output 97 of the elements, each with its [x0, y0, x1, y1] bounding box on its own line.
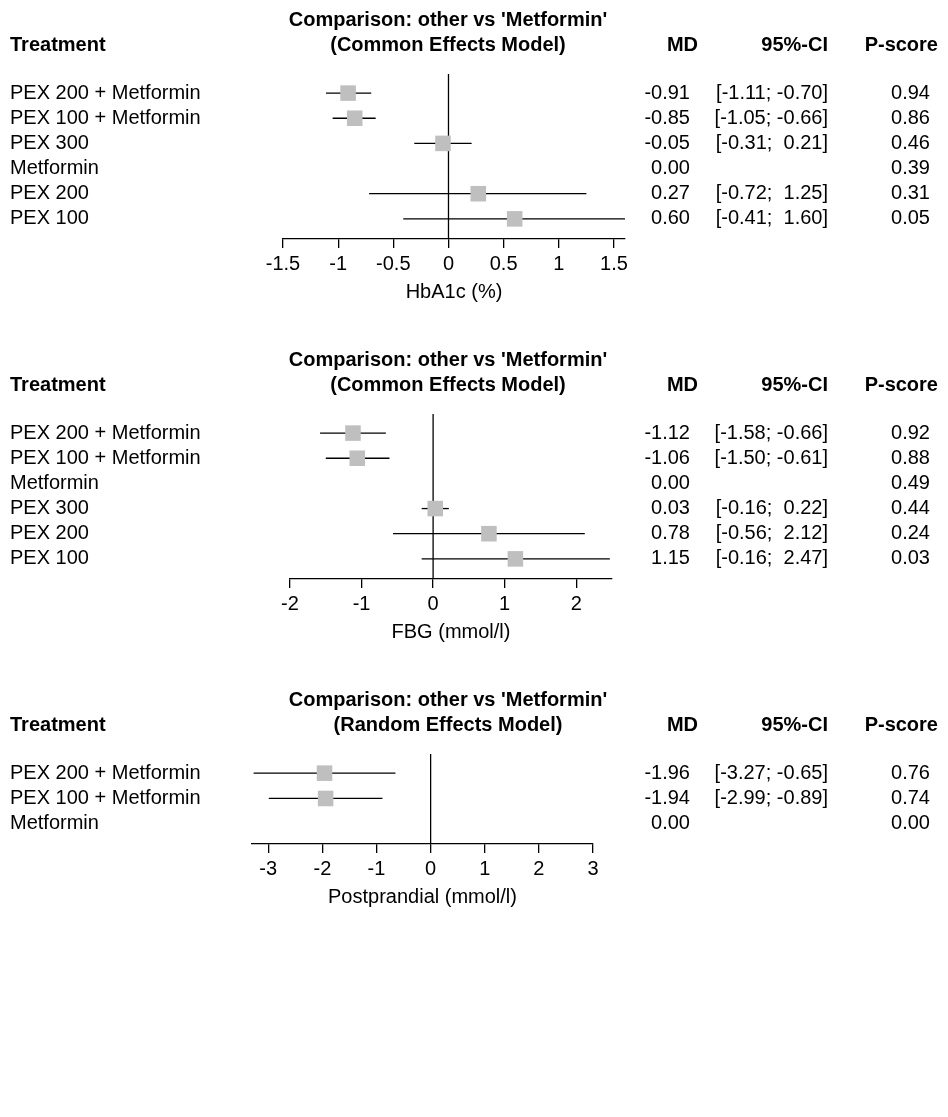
text: 0.00	[891, 811, 930, 834]
data-label: 0.03	[651, 496, 690, 519]
x-axis-title: Postprandial (mmol/l)	[328, 884, 517, 907]
y-tick-label: PEX 200 + Metformin	[10, 420, 201, 443]
data-label: 1.15	[651, 546, 690, 569]
text: 0.74	[891, 785, 930, 808]
x-tick-label: 0	[442, 251, 455, 274]
x-tick-label: 2	[533, 856, 545, 879]
text: 0.88	[891, 445, 930, 468]
y-tick-label: PEX 100	[10, 206, 89, 229]
y-tick-label: PEX 200	[10, 181, 89, 204]
text: [-0.16; 2.47]	[715, 546, 828, 569]
text: [-1.11; -0.70]	[716, 80, 828, 103]
x-tick-label: -1	[352, 591, 371, 614]
text: [-0.16; 0.22]	[715, 496, 828, 519]
text: MD	[666, 32, 698, 55]
data-label: -1.94	[644, 785, 690, 808]
y-tick-label: PEX 200 + Metformin	[10, 80, 201, 103]
text: 0.46	[891, 130, 930, 153]
text: 95%-CI	[761, 32, 828, 55]
text: 0.00	[651, 811, 690, 834]
text: [-0.41; 1.60]	[715, 206, 828, 229]
chart-title: Comparison: other vs 'Metformin'	[288, 7, 608, 30]
text: [-0.72; 1.25]	[715, 181, 828, 204]
x-tick-label: 2	[570, 591, 582, 614]
x-tick-label: -2	[313, 856, 332, 879]
text: MD	[666, 372, 698, 395]
text: P-score	[864, 712, 938, 735]
data-label: -0.91	[644, 80, 690, 103]
data-label: -1.06	[644, 445, 690, 468]
chart-subtitle: (Common Effects Model)	[330, 372, 566, 395]
text: 0.86	[891, 105, 930, 128]
text: 0.76	[891, 760, 930, 783]
text: 95%-CI	[761, 372, 828, 395]
text: Treatment	[10, 32, 106, 55]
y-tick-label: PEX 100 + Metformin	[10, 445, 201, 468]
text: [-1.05; -0.66]	[714, 105, 828, 128]
x-tick-label: 0.5	[489, 251, 518, 274]
text: 0.94	[891, 80, 930, 103]
chart-subtitle: (Common Effects Model)	[330, 32, 566, 55]
text: [-1.58; -0.66]	[714, 420, 828, 443]
data-label: 0.27	[651, 181, 690, 204]
text: 0.05	[891, 206, 930, 229]
x-tick-label: -1	[329, 251, 348, 274]
y-tick-label: Metformin	[10, 156, 99, 179]
y-tick-label: PEX 300	[10, 130, 89, 153]
x-tick-label: 0	[427, 591, 439, 614]
data-label: 0.78	[651, 521, 690, 544]
text: 0.39	[891, 156, 930, 179]
y-tick-label: PEX 100 + Metformin	[10, 785, 201, 808]
y-tick-label: Metformin	[10, 811, 99, 834]
data-label: -1.96	[644, 760, 690, 783]
text: MD	[666, 712, 698, 735]
x-tick-label: -1.5	[265, 251, 301, 274]
x-tick-label: 0	[425, 856, 437, 879]
text: Treatment	[10, 372, 106, 395]
text: P-score	[864, 32, 938, 55]
chart-title: Comparison: other vs 'Metformin'	[288, 687, 608, 710]
text: 0.00	[651, 156, 690, 179]
x-tick-label: -1	[367, 856, 386, 879]
text: [-3.27; -0.65]	[714, 760, 828, 783]
data-label: 0.60	[651, 206, 690, 229]
text: 95%-CI	[761, 712, 828, 735]
text: 0.24	[891, 521, 930, 544]
x-tick-label: 1	[499, 591, 511, 614]
y-tick-label: PEX 300	[10, 496, 89, 519]
y-tick-label: PEX 200 + Metformin	[10, 760, 201, 783]
x-axis-title: HbA1c (%)	[405, 279, 503, 302]
y-tick-label: Metformin	[10, 470, 99, 493]
data-label: -0.85	[644, 105, 690, 128]
x-tick-label: -0.5	[376, 251, 411, 274]
text: 0.00	[651, 470, 690, 493]
x-tick-label: -3	[259, 856, 278, 879]
text: [-0.31; 0.21]	[715, 130, 828, 153]
y-tick-label: PEX 200	[10, 521, 89, 544]
text: [-2.99; -0.89]	[714, 785, 828, 808]
x-tick-label: 1.5	[600, 251, 628, 274]
data-label: -0.05	[644, 130, 690, 153]
x-tick-label: -2	[281, 591, 299, 614]
x-tick-label: 1	[553, 251, 565, 274]
text: 0.31	[891, 181, 930, 204]
data-label: -1.12	[644, 420, 690, 443]
text: P-score	[864, 372, 938, 395]
text: 0.49	[891, 470, 930, 493]
y-tick-label: PEX 100 + Metformin	[10, 105, 201, 128]
text: [-0.56; 2.12]	[715, 521, 828, 544]
text: 0.03	[891, 546, 930, 569]
text: [-1.50; -0.61]	[714, 445, 828, 468]
chart-title: Comparison: other vs 'Metformin'	[288, 347, 608, 370]
y-tick-label: PEX 100	[10, 546, 89, 569]
x-tick-label: 1	[479, 856, 491, 879]
x-tick-label: 3	[587, 856, 599, 879]
text: 0.92	[891, 420, 930, 443]
text: 0.44	[891, 496, 930, 519]
chart-subtitle: (Random Effects Model)	[333, 712, 563, 735]
x-axis-title: FBG (mmol/l)	[391, 619, 511, 642]
text: Treatment	[10, 712, 106, 735]
